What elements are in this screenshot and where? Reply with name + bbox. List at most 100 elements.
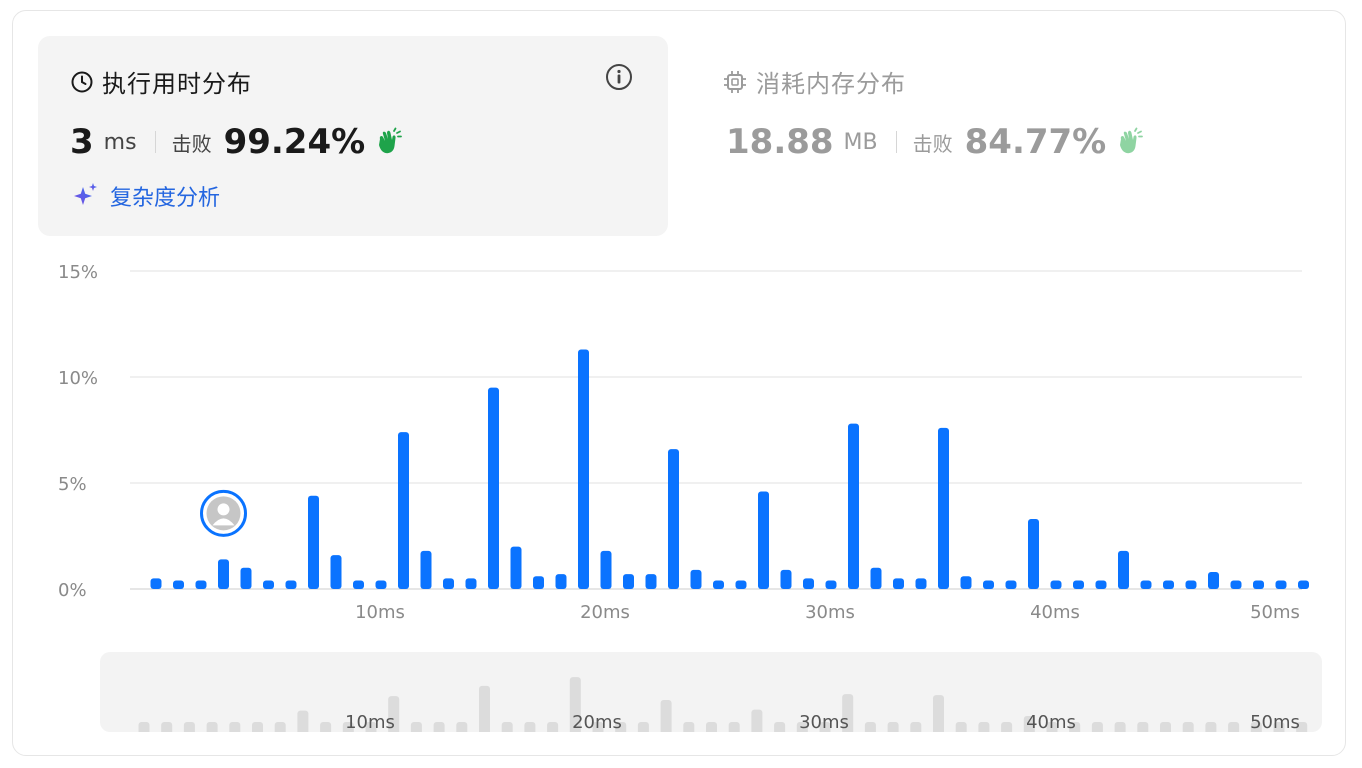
chart-bar[interactable]: [1298, 580, 1309, 589]
chart-bar[interactable]: [735, 580, 747, 589]
chart-bar[interactable]: [803, 578, 814, 589]
chart-bar[interactable]: [1163, 580, 1174, 589]
chart-bar[interactable]: [758, 491, 769, 589]
chart-bar[interactable]: [443, 578, 454, 589]
overview-bar: [1001, 722, 1013, 732]
chart-bar[interactable]: [780, 569, 792, 589]
chip-icon: [724, 70, 746, 93]
complexity-link-text: 复杂度分析: [110, 186, 221, 211]
overview-bar: [183, 722, 195, 732]
chart-bar[interactable]: [420, 550, 432, 589]
chart-bar[interactable]: [1208, 572, 1219, 589]
chart-bar[interactable]: [375, 580, 387, 589]
info-icon[interactable]: [604, 62, 634, 92]
chart-bar[interactable]: [195, 580, 207, 589]
chart-bar[interactable]: [1028, 519, 1039, 589]
overview-bar: [1182, 722, 1194, 732]
y-tick-10: 10%: [58, 368, 99, 389]
overview-bar: [138, 722, 150, 732]
runtime-panel[interactable]: [38, 36, 668, 236]
chart-bar[interactable]: [150, 578, 162, 589]
chart-bar[interactable]: [983, 580, 994, 589]
chart-bar[interactable]: [398, 432, 409, 589]
chart-bar[interactable]: [173, 580, 184, 589]
chart-bar[interactable]: [623, 574, 634, 589]
clock-icon: [71, 71, 93, 92]
chart-bar[interactable]: [1118, 550, 1129, 589]
overview-bar: [910, 722, 922, 732]
overview-tick-40ms: 40ms: [1026, 712, 1076, 732]
sparkle-icon: [74, 183, 97, 205]
chart-bar[interactable]: [285, 580, 297, 589]
chart-bar[interactable]: [960, 576, 972, 589]
chart-bar[interactable]: [1185, 580, 1197, 589]
chart-bar[interactable]: [870, 567, 882, 589]
chart-bar[interactable]: [555, 574, 567, 589]
chart-bar[interactable]: [240, 567, 252, 589]
runtime-title: 执行用时分布: [70, 64, 252, 99]
chart-bar[interactable]: [690, 569, 702, 589]
chart-bar[interactable]: [668, 449, 679, 589]
x-tick-20ms: 20ms: [580, 602, 630, 623]
overview-bar: [342, 722, 354, 732]
chart-bar[interactable]: [263, 580, 274, 589]
overview-bar: [1205, 722, 1217, 732]
overview-bar: [1023, 715, 1035, 732]
chart-bar[interactable]: [848, 423, 859, 589]
divider: [154, 131, 156, 153]
chart-bar[interactable]: [938, 427, 949, 589]
user-avatar-marker[interactable]: [200, 489, 247, 537]
overview-bar: [1114, 722, 1126, 732]
range-overview[interactable]: 10ms 20ms 30ms 40ms 50ms: [100, 652, 1322, 732]
chart-bar[interactable]: [353, 580, 364, 589]
overview-bar: [728, 722, 740, 732]
runtime-value: 3: [70, 122, 94, 162]
runtime-beat-label: 击败: [171, 131, 212, 156]
chart-bar[interactable]: [1050, 580, 1062, 589]
chart-bar[interactable]: [713, 580, 724, 589]
overview-bar: [297, 710, 309, 732]
chart-bar[interactable]: [1140, 580, 1152, 589]
chart-bar[interactable]: [308, 495, 319, 589]
overview-bar: [1160, 722, 1171, 732]
memory-unit: MB: [843, 129, 878, 155]
chart-bar[interactable]: [578, 349, 589, 589]
y-tick-15: 15%: [58, 262, 99, 283]
overview-bar: [456, 722, 468, 732]
chart-bar[interactable]: [645, 574, 657, 589]
chart-bar[interactable]: [488, 387, 499, 589]
chart-bar[interactable]: [600, 550, 612, 589]
chart-bar[interactable]: [1095, 580, 1107, 589]
chart-bar[interactable]: [1230, 580, 1242, 589]
overview-bar: [660, 699, 672, 732]
overview-bar: [819, 722, 831, 732]
runtime-stats: 3 ms 击败 99.24%: [70, 122, 403, 162]
chart-bar[interactable]: [1275, 580, 1287, 589]
overview-bar: [206, 722, 218, 732]
overview-bar: [887, 722, 899, 732]
overview-bar: [569, 677, 581, 732]
overview-bar: [410, 722, 422, 732]
chart-bar[interactable]: [1073, 580, 1084, 589]
overview-bar: [592, 722, 604, 732]
chart-bar[interactable]: [915, 578, 927, 589]
overview-bar: [842, 694, 854, 732]
complexity-analysis-link[interactable]: 复杂度分析: [70, 180, 220, 212]
chart-bar[interactable]: [510, 546, 522, 589]
chart-bar[interactable]: [1253, 580, 1264, 589]
y-tick-5: 5%: [58, 474, 87, 495]
overview-bar: [501, 722, 513, 732]
chart-bar[interactable]: [533, 576, 544, 589]
overview-bar: [320, 722, 332, 732]
chart-bar[interactable]: [330, 555, 342, 589]
chart-bar[interactable]: [893, 578, 904, 589]
chart-bar[interactable]: [465, 578, 477, 589]
runtime-distribution-chart[interactable]: [0, 0, 1362, 640]
overview-bar: [524, 722, 536, 732]
overview-bar: [365, 722, 377, 732]
chart-bar[interactable]: [1005, 580, 1017, 589]
overview-bar: [1296, 722, 1308, 732]
chart-bar[interactable]: [218, 559, 229, 589]
overview-bar: [274, 722, 286, 732]
chart-bar[interactable]: [825, 580, 837, 589]
